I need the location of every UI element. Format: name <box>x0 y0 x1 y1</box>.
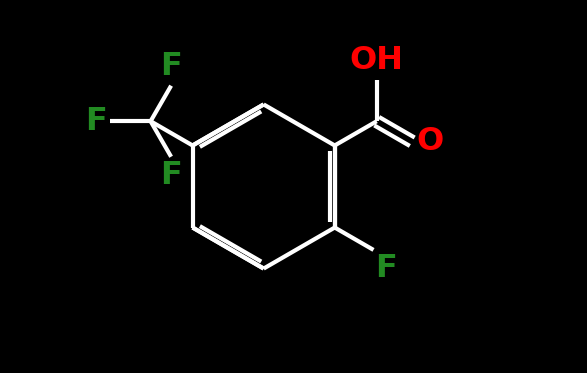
Text: O: O <box>417 126 444 157</box>
Text: F: F <box>375 253 397 284</box>
Text: F: F <box>160 160 182 191</box>
Text: OH: OH <box>350 45 404 76</box>
Text: F: F <box>160 51 182 82</box>
Text: F: F <box>85 106 107 137</box>
